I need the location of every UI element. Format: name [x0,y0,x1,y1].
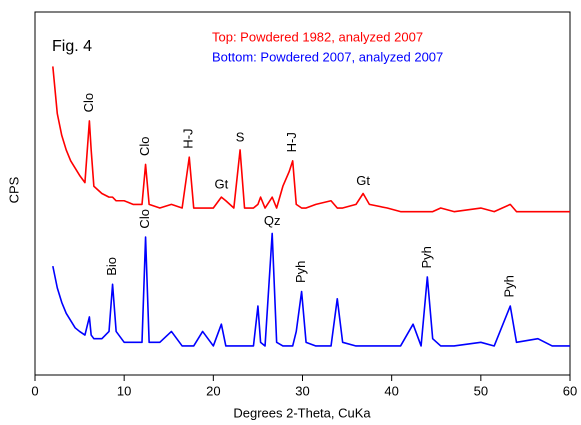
series-line [52,66,570,213]
peak-label: Clo [137,209,152,229]
chart-title: Fig. 4 [52,38,92,55]
x-tick-label: 40 [384,383,398,398]
x-tick-label: 60 [563,383,577,398]
peak-label: Clo [81,93,96,113]
x-axis-label: Degrees 2-Theta, CuKa [233,405,371,420]
peak-label: Pyh [419,246,434,268]
peak-label: Clo [137,136,152,156]
x-tick-label: 20 [206,383,220,398]
x-tick-label: 10 [117,383,131,398]
peak-label: Gt [356,173,370,188]
x-tick-label: 0 [31,383,38,398]
peak-label: H-J [284,132,299,152]
peak-label: S [236,129,245,144]
peak-label: Pyh [293,261,308,283]
legend-entry: Top: Powdered 1982, analyzed 2007 [212,29,423,44]
legend-entry: Bottom: Powdered 2007, analyzed 2007 [212,49,443,64]
peak-label: Pyh [502,275,517,297]
series-line [52,232,570,347]
peak-label: Qz [264,213,281,228]
peak-label: Gt [214,177,228,192]
x-tick-label: 50 [474,383,488,398]
y-axis-label: CPS [6,176,21,203]
x-tick-label: 30 [295,383,309,398]
peak-label: H-J [181,128,196,148]
peak-label: Bio [104,257,119,276]
